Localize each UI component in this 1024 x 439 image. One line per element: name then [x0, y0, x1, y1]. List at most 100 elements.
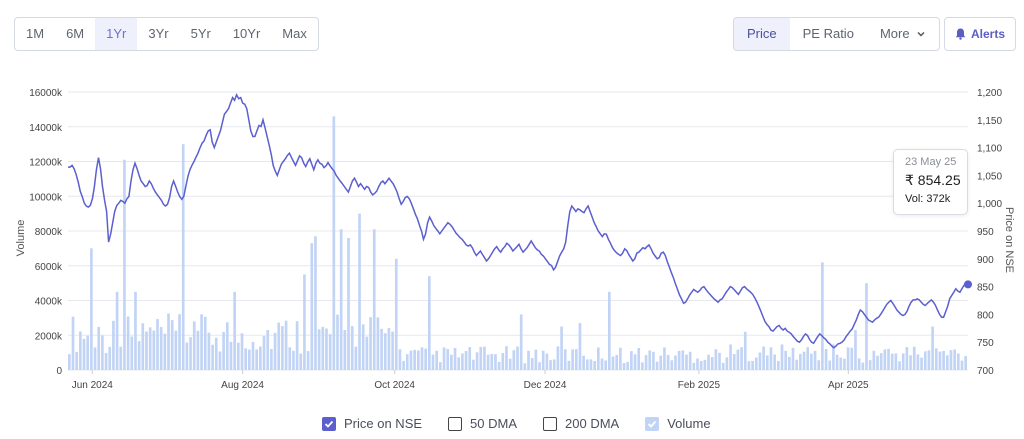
volume-tick-label: 16000k — [29, 88, 63, 99]
volume-bar — [725, 357, 729, 370]
date-tick-label: Dec 2024 — [524, 380, 567, 391]
volume-bar — [707, 354, 710, 370]
range-1yr-button[interactable]: 1Yr — [95, 18, 138, 50]
volume-bar — [681, 350, 685, 370]
volume-bar — [156, 319, 159, 370]
range-3yr-button[interactable]: 3Yr — [148, 26, 169, 41]
volume-bar — [582, 355, 585, 370]
legend-volume-toggle[interactable]: Volume — [645, 416, 711, 431]
volume-bar — [956, 353, 960, 370]
legend-50dma-toggle[interactable]: 50 DMA — [448, 416, 517, 431]
more-dropdown-button[interactable]: More — [867, 18, 939, 50]
volume-bar — [688, 351, 692, 370]
volume-bar — [622, 363, 626, 370]
volume-bar — [339, 229, 343, 370]
volume-bar — [295, 321, 299, 370]
volume-bar — [574, 349, 578, 370]
volume-bar — [600, 358, 604, 370]
volume-bar — [420, 347, 424, 370]
chart-view-selector: Price PE Ratio More — [733, 17, 940, 51]
volume-bar — [883, 349, 887, 370]
volume-bar — [365, 336, 369, 370]
volume-bar — [214, 337, 218, 370]
volume-bar — [394, 258, 398, 370]
volume-bar — [556, 346, 560, 370]
range-10yr-button[interactable]: 10Yr — [232, 26, 261, 41]
volume-bar — [534, 349, 538, 370]
range-6m-button[interactable]: 6M — [66, 26, 85, 41]
volume-bar — [369, 317, 372, 370]
volume-bar — [435, 350, 439, 370]
volume-bar — [901, 353, 905, 370]
price-view-button[interactable]: Price — [734, 18, 790, 50]
volume-bar — [806, 347, 810, 370]
volume-bar — [86, 335, 90, 370]
volume-bar — [145, 331, 148, 370]
volume-bar — [813, 350, 817, 370]
volume-bar — [306, 351, 310, 370]
volume-bar — [273, 332, 277, 370]
volume-bar — [174, 330, 178, 370]
legend-price-toggle[interactable]: Price on NSE — [322, 416, 422, 431]
volume-bar — [850, 347, 854, 370]
range-5yr-button[interactable]: 5Yr — [190, 26, 211, 41]
volume-bar — [79, 331, 82, 370]
volume-bar — [633, 354, 637, 370]
volume-bar — [468, 347, 472, 370]
volume-bar — [222, 331, 225, 370]
volume-bar — [170, 320, 174, 370]
volume-bar — [453, 347, 457, 370]
volume-bar — [457, 357, 461, 370]
checkbox-empty-icon[interactable] — [448, 416, 463, 431]
range-1m-button[interactable]: 1M — [26, 26, 45, 41]
volume-bar — [585, 359, 589, 370]
volume-bar — [666, 354, 670, 370]
volume-bar — [472, 359, 475, 370]
price-volume-chart: 0 2000k 4000k 6000k 8000k 10000k 12000k 14000k 1… — [15, 88, 1015, 391]
volume-bar — [960, 360, 964, 370]
volume-bar — [729, 344, 732, 370]
volume-bar — [824, 348, 828, 370]
volume-bar — [233, 291, 236, 370]
volume-bar — [872, 350, 876, 370]
volume-bar — [776, 360, 780, 370]
pe-ratio-button[interactable]: PE Ratio — [790, 18, 867, 50]
volume-bar — [119, 346, 123, 370]
volume-bar — [802, 351, 806, 370]
volume-axis-title: Volume — [15, 220, 27, 257]
volume-bar — [898, 361, 901, 370]
volume-bar — [479, 346, 483, 370]
volume-bar — [589, 359, 593, 370]
volume-bar — [376, 317, 380, 370]
price-tick-label: 800 — [977, 310, 994, 321]
volume-bar — [516, 346, 519, 370]
volume-bar — [718, 352, 721, 370]
date-tick-label: Jun 2024 — [72, 380, 114, 391]
date-tick-label: Oct 2024 — [374, 380, 415, 391]
checkbox-checked-icon[interactable] — [645, 416, 660, 431]
range-max-button[interactable]: Max — [282, 26, 307, 41]
volume-bar — [931, 326, 934, 370]
volume-bar — [876, 355, 879, 370]
volume-bar — [615, 355, 619, 370]
volume-tick-label: 14000k — [29, 123, 63, 134]
volume-bar — [912, 346, 916, 370]
volume-bar — [347, 237, 350, 370]
volume-bar — [964, 356, 967, 370]
alerts-button[interactable]: Alerts — [944, 17, 1016, 51]
price-tick-label: 1,200 — [977, 88, 1002, 99]
checkbox-empty-icon[interactable] — [543, 416, 558, 431]
volume-bar — [200, 314, 203, 370]
volume-bar — [240, 333, 244, 370]
volume-axis: 0 2000k 4000k 6000k 8000k 10000k 12000k 14000k 1… — [29, 88, 63, 377]
tooltip-date: 23 May 25 — [905, 156, 957, 168]
checkbox-checked-icon[interactable] — [322, 416, 336, 431]
volume-bar — [817, 360, 821, 370]
volume-bar — [644, 355, 648, 370]
volume-bar — [439, 362, 442, 370]
volume-bar — [97, 326, 101, 370]
legend-200dma-toggle[interactable]: 200 DMA — [543, 416, 619, 431]
time-range-selector: 1M 6M 1Yr 3Yr 5Yr 10Yr Max — [14, 17, 319, 51]
volume-bar — [424, 348, 427, 370]
volume-bar — [461, 353, 464, 370]
